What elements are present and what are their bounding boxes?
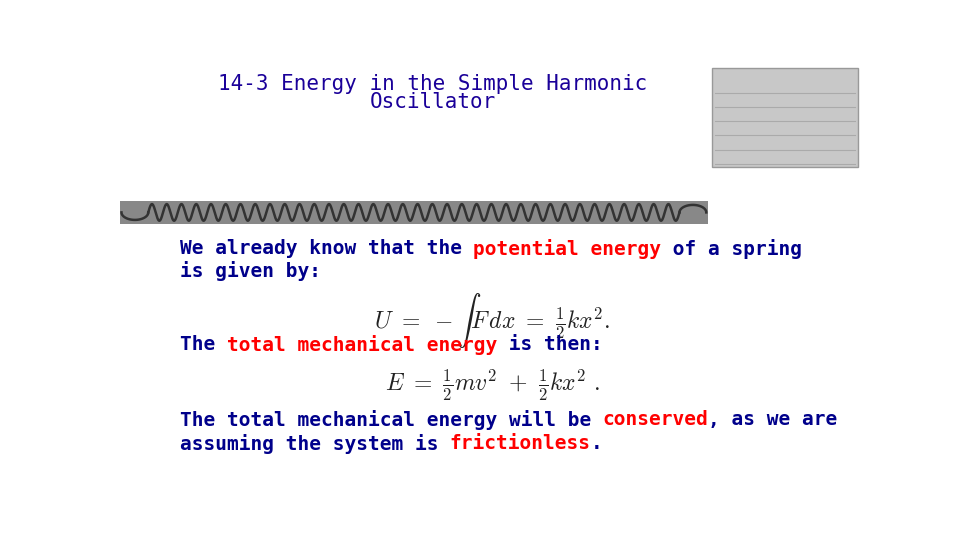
FancyBboxPatch shape	[120, 201, 708, 224]
Text: of a spring: of a spring	[661, 239, 803, 259]
Text: $E \ = \ \frac{1}{2}mv^2 \ + \ \frac{1}{2}kx^2 \ .$: $E \ = \ \frac{1}{2}mv^2 \ + \ \frac{1}{…	[385, 368, 599, 403]
Text: , as we are: , as we are	[708, 410, 837, 429]
Text: assuming the system is: assuming the system is	[180, 434, 450, 454]
Text: frictionless: frictionless	[450, 434, 590, 453]
Text: We already know that the: We already know that the	[180, 239, 473, 259]
FancyBboxPatch shape	[712, 68, 858, 167]
Text: The total mechanical energy will be: The total mechanical energy will be	[180, 410, 603, 430]
Text: 14-3 Energy in the Simple Harmonic: 14-3 Energy in the Simple Harmonic	[218, 74, 647, 94]
Text: .: .	[590, 434, 603, 453]
Text: potential energy: potential energy	[473, 239, 661, 259]
Text: conserved: conserved	[603, 410, 708, 429]
Text: $U \ = \ -\int F\,dx \ = \ \frac{1}{2}kx^2.$: $U \ = \ -\int F\,dx \ = \ \frac{1}{2}kx…	[374, 292, 610, 350]
Text: is then:: is then:	[496, 335, 603, 354]
Text: Oscillator: Oscillator	[370, 92, 495, 112]
Text: is given by:: is given by:	[180, 261, 321, 281]
Text: total mechanical energy: total mechanical energy	[227, 335, 496, 355]
Text: The: The	[180, 335, 227, 354]
